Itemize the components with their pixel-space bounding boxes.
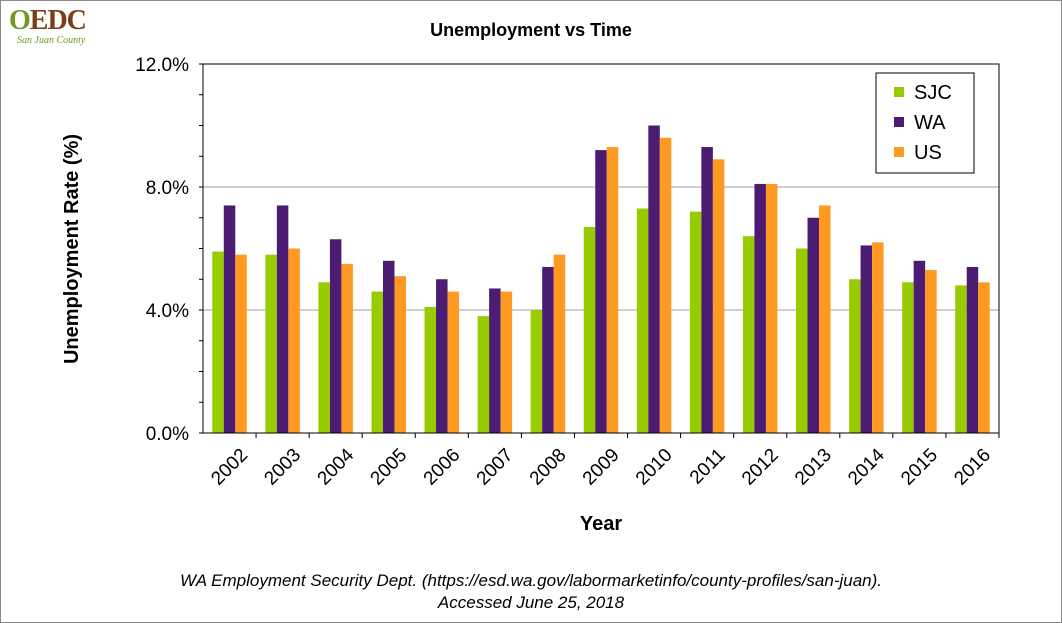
plot-area: 2002 2003 2004 2005 2006 2007 2008 2009 2010 2011… [135, 55, 1000, 490]
x-tick-label: 2011 [686, 445, 730, 489]
x-tick-label: 2008 [526, 445, 571, 490]
bar-sjc-2004 [318, 282, 330, 433]
bar-wa-2008 [542, 266, 554, 433]
bar-sjc-2009 [583, 226, 596, 433]
bar-us-2014 [872, 242, 884, 433]
x-tick-label: 2015 [897, 445, 942, 490]
bar-us-2011 [712, 159, 725, 433]
legend-swatch-wa [894, 117, 904, 127]
bar-sjc-2008 [530, 310, 543, 433]
bar-wa-2007 [489, 288, 501, 433]
bar-us-2008 [553, 254, 566, 433]
bar-sjc-2002 [212, 251, 224, 433]
logo-subtitle: San Juan County [17, 35, 86, 46]
bar-us-2004 [341, 263, 353, 433]
bar-us-2006 [447, 291, 460, 433]
source-note: WA Employment Security Dept. (https://es… [0, 570, 1062, 614]
bar-sjc-2010 [636, 208, 649, 433]
bar-wa-2005 [382, 260, 395, 433]
source-line-2: Accessed June 25, 2018 [437, 593, 625, 612]
y-tick-label: 8.0% [146, 178, 189, 199]
bar-us-2015 [925, 270, 937, 433]
x-tick-label: 2007 [473, 445, 518, 490]
x-tick-label: 2003 [260, 445, 305, 490]
x-tick-label: 2014 [844, 444, 889, 489]
x-axis-title: Year [580, 513, 622, 535]
x-tick-label: 2013 [791, 445, 836, 490]
x-tick-label: 2016 [950, 445, 995, 490]
bar-sjc-2007 [477, 316, 490, 433]
plot-border [202, 63, 1000, 434]
bar-wa-2009 [595, 150, 607, 433]
bar-us-2012 [765, 183, 778, 433]
bar-wa-2013 [807, 217, 820, 433]
bar-us-2007 [500, 291, 513, 433]
bar-sjc-2014 [849, 279, 861, 433]
legend-swatch-us [894, 147, 904, 157]
bar-wa-2015 [913, 260, 926, 433]
x-tick-label: 2010 [632, 445, 677, 490]
bar-sjc-2015 [902, 282, 914, 433]
y-axis-title: Unemployment Rate (%) [61, 134, 83, 364]
x-tick-label: 2012 [738, 445, 783, 490]
bar-wa-2002 [223, 205, 236, 433]
logo-wordmark: OEDC [9, 5, 87, 37]
legend-label-wa: WA [914, 112, 946, 134]
y-tick-label: 4.0% [146, 301, 189, 322]
legend-box [875, 72, 975, 174]
bar-wa-2010 [648, 125, 660, 433]
y-tick-label: 0.0% [146, 424, 189, 445]
x-tick-label: 2009 [579, 445, 624, 490]
bar-us-2010 [659, 137, 672, 434]
bar-wa-2014 [860, 245, 873, 433]
bar-sjc-2006 [424, 306, 437, 433]
bar-sjc-2013 [796, 248, 808, 433]
legend-swatch-sjc [894, 87, 904, 97]
bar-wa-2012 [754, 183, 766, 433]
legend-label-us: US [914, 142, 942, 164]
bar-us-2009 [606, 147, 619, 433]
x-tick-label: 2006 [420, 445, 465, 490]
legend: SJC WA US [875, 72, 975, 174]
bar-sjc-2003 [265, 254, 277, 433]
bar-wa-2006 [436, 279, 448, 433]
bar-us-2003 [288, 248, 300, 433]
legend-label-sjc: SJC [914, 82, 952, 104]
bar-wa-2004 [329, 239, 342, 433]
bar-us-2016 [978, 282, 990, 433]
bar-wa-2011 [701, 147, 713, 433]
bar-us-2002 [235, 254, 247, 433]
edc-logo: OEDC San Juan County [9, 5, 101, 47]
x-tick-label: 2005 [367, 445, 412, 490]
bar-wa-2016 [966, 266, 979, 433]
bar-sjc-2011 [689, 211, 702, 433]
y-tick-label: 12.0% [135, 55, 189, 76]
bar-us-2013 [819, 205, 831, 433]
x-tick-label: 2004 [314, 444, 359, 489]
bar-wa-2003 [276, 205, 289, 433]
logo-letters: EDC [29, 5, 87, 36]
chart-title: Unemployment vs Time [430, 20, 632, 40]
bar-sjc-2016 [955, 285, 967, 433]
bar-us-2005 [394, 276, 406, 433]
x-tick-label: 2002 [207, 445, 252, 490]
logo-o: O [9, 5, 31, 36]
bar-sjc-2005 [371, 291, 383, 433]
source-line-1: WA Employment Security Dept. (https://es… [179, 571, 883, 590]
bar-sjc-2012 [742, 236, 755, 433]
